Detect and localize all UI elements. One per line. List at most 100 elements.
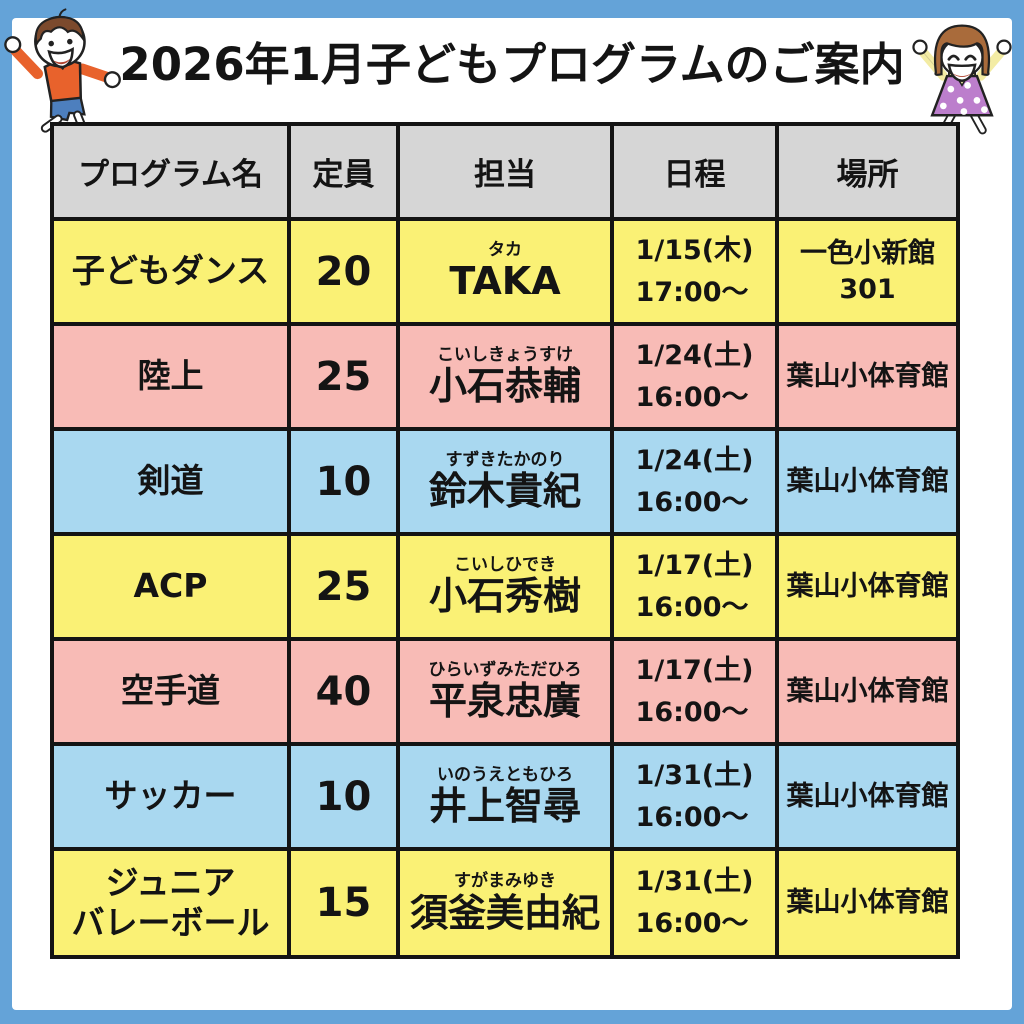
place-line: 葉山小体育館 <box>786 675 949 707</box>
cell-place: 葉山小体育館 <box>775 742 960 851</box>
jumping-boy-illustration <box>4 8 121 133</box>
cell-program-name: 子どもダンス <box>50 217 291 326</box>
instructor-name: TAKA <box>449 259 561 304</box>
place-line: 葉山小体育館 <box>786 780 949 812</box>
cell-instructor: こいしひでき 小石秀樹 <box>396 532 614 641</box>
cell-place: 葉山小体育館 <box>775 322 960 431</box>
cell-place: 葉山小体育館 <box>775 532 960 641</box>
program-name-line: サッカー <box>104 776 237 816</box>
place-line: 葉山小体育館 <box>786 887 949 919</box>
cell-instructor: タカ TAKA <box>396 217 614 326</box>
schedule-line: 16:00〜 <box>635 381 749 413</box>
cell-place: 葉山小体育館 <box>775 637 960 746</box>
cell-program-name: サッカー <box>50 742 291 851</box>
instructor-furigana: すがまみゆき <box>454 871 556 892</box>
schedule-line: 16:00〜 <box>635 591 749 623</box>
schedule-lines: 1/31(土) 16:00〜 <box>636 861 754 945</box>
cell-instructor: ひらいずみただひろ 平泉忠廣 <box>396 637 614 746</box>
instructor-name: 井上智尋 <box>428 784 581 829</box>
schedule-lines: 1/17(土) 16:00〜 <box>636 545 754 629</box>
cell-capacity: 25 <box>287 322 400 431</box>
cell-schedule: 1/24(土) 16:00〜 <box>610 322 779 431</box>
column-header-program: プログラム名 <box>50 122 291 221</box>
program-name-line: バレーボール <box>71 903 270 942</box>
cell-schedule: 1/17(土) 16:00〜 <box>610 637 779 746</box>
instructor-furigana: ひらいずみただひろ <box>428 659 582 680</box>
instructor-furigana: いのうえともひろ <box>437 764 573 785</box>
instructor-furigana: こいしひでき <box>454 554 556 575</box>
table-row: 空手道 40 ひらいずみただひろ 平泉忠廣 1/17(土) 16:00〜 葉山小体育館 <box>50 637 960 746</box>
program-name-line: 陸上 <box>137 356 204 396</box>
schedule-line: 17:00〜 <box>635 276 749 308</box>
place-line: 301 <box>839 273 896 305</box>
cell-instructor: すずきたかのり 鈴木貴紀 <box>396 427 614 536</box>
table-row: 陸上 25 こいしきょうすけ 小石恭輔 1/24(土) 16:00〜 葉山小体育館 <box>50 322 960 431</box>
cell-program-name: 空手道 <box>50 637 291 746</box>
cell-place: 葉山小体育館 <box>775 847 960 959</box>
schedule-lines: 1/24(土) 16:00〜 <box>636 335 754 419</box>
table-row: 子どもダンス 20 タカ TAKA 1/15(木) 17:00〜 一色小新館 301 <box>50 217 960 326</box>
instructor-furigana: こいしきょうすけ <box>437 344 573 365</box>
program-name-line: ACP <box>133 566 208 606</box>
schedule-line: 1/31(土) <box>635 866 754 898</box>
place-line: 一色小新館 <box>800 238 935 270</box>
cell-program-name: ジュニア バレーボール <box>50 847 291 959</box>
program-name-line: 子どもダンス <box>71 251 270 291</box>
instructor-name: 小石恭輔 <box>428 364 581 409</box>
place-line: 葉山小体育館 <box>786 570 949 602</box>
page-title: 2026年1月子どもプログラムのご案内 <box>119 38 905 91</box>
cell-schedule: 1/15(木) 17:00〜 <box>610 217 779 326</box>
cell-instructor: いのうえともひろ 井上智尋 <box>396 742 614 851</box>
cell-program-name: ACP <box>50 532 291 641</box>
program-name-line: ジュニア <box>105 862 236 902</box>
program-name-line: 剣道 <box>137 461 204 501</box>
schedule-line: 16:00〜 <box>635 696 749 728</box>
table-row: ACP 25 こいしひでき 小石秀樹 1/17(土) 16:00〜 葉山小体育館 <box>50 532 960 641</box>
column-header-instructor: 担当 <box>396 122 614 221</box>
table-body: 子どもダンス 20 タカ TAKA 1/15(木) 17:00〜 一色小新館 301 陸上 25 こ… <box>50 217 960 959</box>
cell-instructor: こいしきょうすけ 小石恭輔 <box>396 322 614 431</box>
column-header-capacity: 定員 <box>287 122 400 221</box>
header-row: プログラム名 定員 担当 日程 場所 <box>50 122 960 221</box>
cheering-girl-illustration <box>912 24 1012 135</box>
schedule-line: 1/24(土) <box>635 444 754 476</box>
cell-capacity: 20 <box>287 217 400 326</box>
cell-capacity: 15 <box>287 847 400 959</box>
cell-capacity: 25 <box>287 532 400 641</box>
instructor-name: 須釜美由紀 <box>409 890 600 935</box>
cell-capacity: 10 <box>287 427 400 536</box>
cell-program-name: 剣道 <box>50 427 291 536</box>
table-row: サッカー 10 いのうえともひろ 井上智尋 1/31(土) 16:00〜 葉山小体育館 <box>50 742 960 851</box>
program-table: プログラム名 定員 担当 日程 場所 子どもダンス 20 タカ TAKA 1/15(木)… <box>50 122 960 959</box>
cell-schedule: 1/31(土) 16:00〜 <box>610 847 779 959</box>
instructor-furigana: タカ <box>488 239 522 260</box>
schedule-line: 1/24(土) <box>635 339 754 371</box>
cell-schedule: 1/31(土) 16:00〜 <box>610 742 779 851</box>
cell-place: 一色小新館 301 <box>775 217 960 326</box>
column-header-schedule: 日程 <box>610 122 779 221</box>
cell-place: 葉山小体育館 <box>775 427 960 536</box>
cell-schedule: 1/24(土) 16:00〜 <box>610 427 779 536</box>
cell-schedule: 1/17(土) 16:00〜 <box>610 532 779 641</box>
instructor-name: 小石秀樹 <box>428 574 581 619</box>
schedule-line: 1/17(土) <box>635 654 754 686</box>
schedule-lines: 1/17(土) 16:00〜 <box>636 650 754 734</box>
schedule-lines: 1/31(土) 16:00〜 <box>636 755 754 839</box>
place-line: 葉山小体育館 <box>786 360 949 392</box>
instructor-furigana: すずきたかのり <box>445 449 565 470</box>
schedule-line: 16:00〜 <box>635 486 749 518</box>
cell-capacity: 10 <box>287 742 400 851</box>
schedule-line: 16:00〜 <box>635 908 749 939</box>
program-table-container: プログラム名 定員 担当 日程 場所 子どもダンス 20 タカ TAKA 1/15(木)… <box>50 122 960 959</box>
schedule-line: 1/31(土) <box>635 759 754 791</box>
table-row: 剣道 10 すずきたかのり 鈴木貴紀 1/24(土) 16:00〜 葉山小体育館 <box>50 427 960 536</box>
instructor-name: 平泉忠廣 <box>428 679 581 724</box>
cell-instructor: すがまみゆき 須釜美由紀 <box>396 847 614 959</box>
cell-program-name: 陸上 <box>50 322 291 431</box>
schedule-lines: 1/15(木) 17:00〜 <box>636 230 754 314</box>
instructor-name: 鈴木貴紀 <box>428 469 581 514</box>
column-header-place: 場所 <box>775 122 960 221</box>
table-row: ジュニア バレーボール 15 すがまみゆき 須釜美由紀 1/31(土) 16:00〜 葉山小体… <box>50 847 960 959</box>
program-name-line: 空手道 <box>121 671 220 711</box>
